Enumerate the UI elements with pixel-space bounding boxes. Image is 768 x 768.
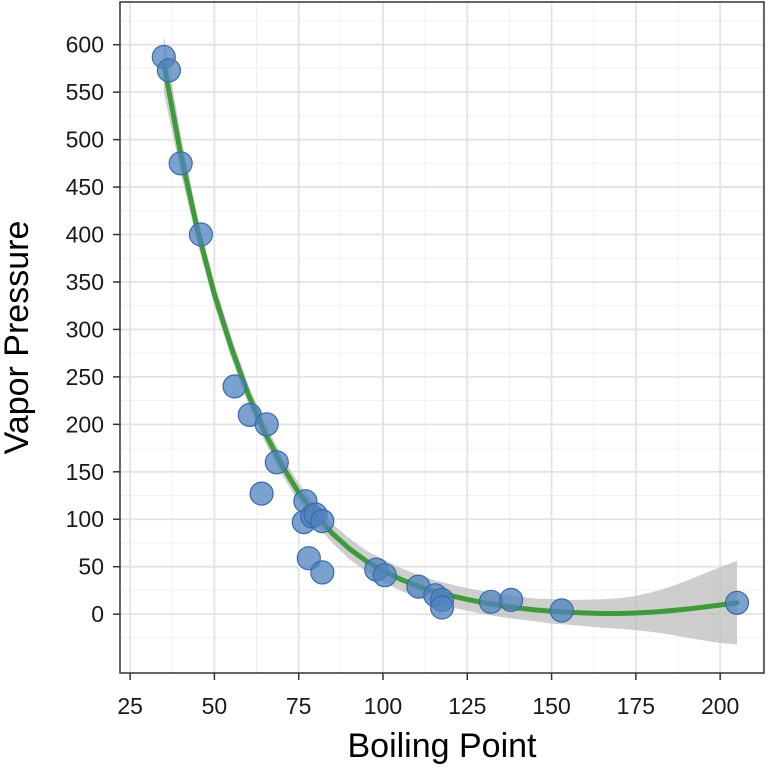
gridlines (120, 2, 764, 673)
plot-panel (120, 2, 764, 673)
x-axis: 25 50 75 100 125 150 175 200 (117, 673, 739, 719)
data-point (249, 481, 274, 506)
x-tick-label: 175 (617, 693, 655, 719)
y-tick-label: 250 (66, 364, 104, 390)
y-tick-label: 350 (66, 269, 104, 295)
data-point (188, 222, 213, 247)
data-point (168, 151, 193, 176)
data-point (264, 450, 289, 475)
data-point (156, 58, 181, 83)
y-axis: 0 50 100 150 200 250 300 350 400 450 500 550 600 (66, 32, 120, 627)
y-tick-label: 500 (66, 127, 104, 153)
x-axis-title: Boiling Point (347, 727, 537, 765)
x-tick-label: 125 (448, 693, 486, 719)
y-tick-label: 450 (66, 174, 104, 200)
x-tick-label: 150 (532, 693, 570, 719)
y-tick-label: 550 (66, 79, 104, 105)
data-point (310, 508, 335, 534)
data-point (429, 595, 455, 620)
data-point (549, 598, 574, 623)
x-tick-label: 200 (701, 693, 739, 719)
y-tick-label: 600 (66, 32, 104, 58)
data-point (478, 589, 503, 614)
x-tick-label: 100 (364, 693, 402, 719)
data-points (151, 44, 750, 623)
data-point (724, 590, 750, 615)
data-point (372, 563, 397, 588)
data-point (222, 374, 247, 399)
y-axis-title: Vapor Pressure (0, 221, 36, 455)
y-tick-label: 0 (91, 601, 104, 627)
data-point (254, 412, 279, 437)
data-point (499, 587, 524, 613)
y-tick-label: 200 (66, 411, 104, 437)
y-tick-label: 50 (78, 554, 104, 580)
y-tick-label: 400 (66, 222, 104, 248)
y-tick-label: 300 (66, 316, 104, 342)
data-point (310, 560, 335, 585)
x-tick-label: 75 (286, 693, 312, 719)
y-tick-label: 100 (66, 506, 104, 532)
x-tick-label: 50 (202, 693, 228, 719)
confidence-band (163, 35, 738, 645)
y-tick-label: 150 (66, 459, 104, 485)
x-tick-label: 25 (117, 693, 143, 719)
panel-border (119, 1, 765, 674)
